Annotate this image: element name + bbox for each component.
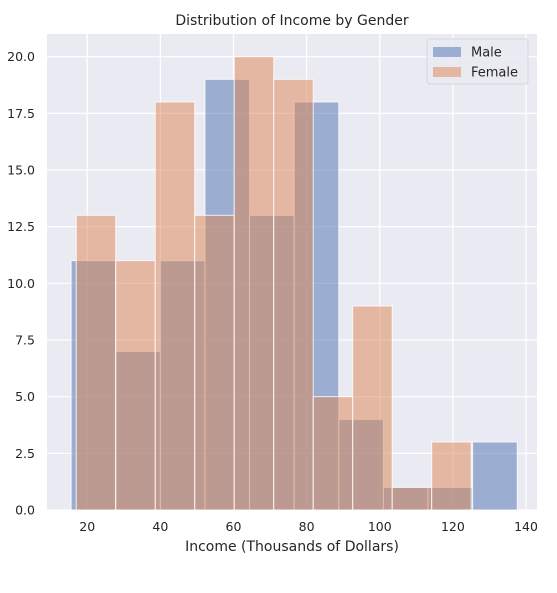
x-tick-label: 140 [514,519,538,534]
y-tick-label: 0.0 [15,503,35,518]
bar-female [115,260,156,511]
bar-female [154,101,196,511]
bar-female [75,214,117,511]
chart-title: Distribution of Income by Gender [175,13,408,29]
x-tick-label: 100 [368,519,392,534]
series-female [75,56,472,511]
bar-female [391,486,433,511]
y-tick-label: 20.0 [7,49,35,64]
x-tick-label: 40 [152,519,168,534]
y-tick-label: 5.0 [15,389,35,404]
bar-female [273,78,314,511]
y-tick-labels: 0.0 2.5 5.0 7.5 10.0 12.5 15.0 17.5 20.0 [7,49,35,517]
bar-female [431,441,472,511]
y-tick-label: 12.5 [7,219,35,234]
y-tick-label: 2.5 [15,446,35,461]
legend-label-male: Male [471,46,502,61]
x-axis-label: Income (Thousands of Dollars) [185,539,399,555]
y-tick-label: 15.0 [7,163,35,178]
y-tick-label: 17.5 [7,106,35,121]
legend: Male Female [426,38,529,85]
x-tick-label: 80 [299,519,315,534]
x-tick-label: 60 [226,519,242,534]
y-tick-label: 10.0 [7,276,35,291]
legend-swatch-male [433,47,461,57]
bar-female [312,396,354,511]
y-tick-label: 7.5 [15,333,35,348]
x-tick-label: 20 [79,519,95,534]
bar-female [233,56,275,511]
histogram-bars [70,56,518,511]
legend-swatch-female [433,67,461,77]
bar-female [194,214,235,511]
x-tick-labels: 20 40 60 80 100 120 140 [79,519,538,534]
bar-female [352,305,393,511]
bar-male [472,441,518,511]
legend-label-female: Female [471,66,518,81]
x-tick-label: 120 [441,519,465,534]
